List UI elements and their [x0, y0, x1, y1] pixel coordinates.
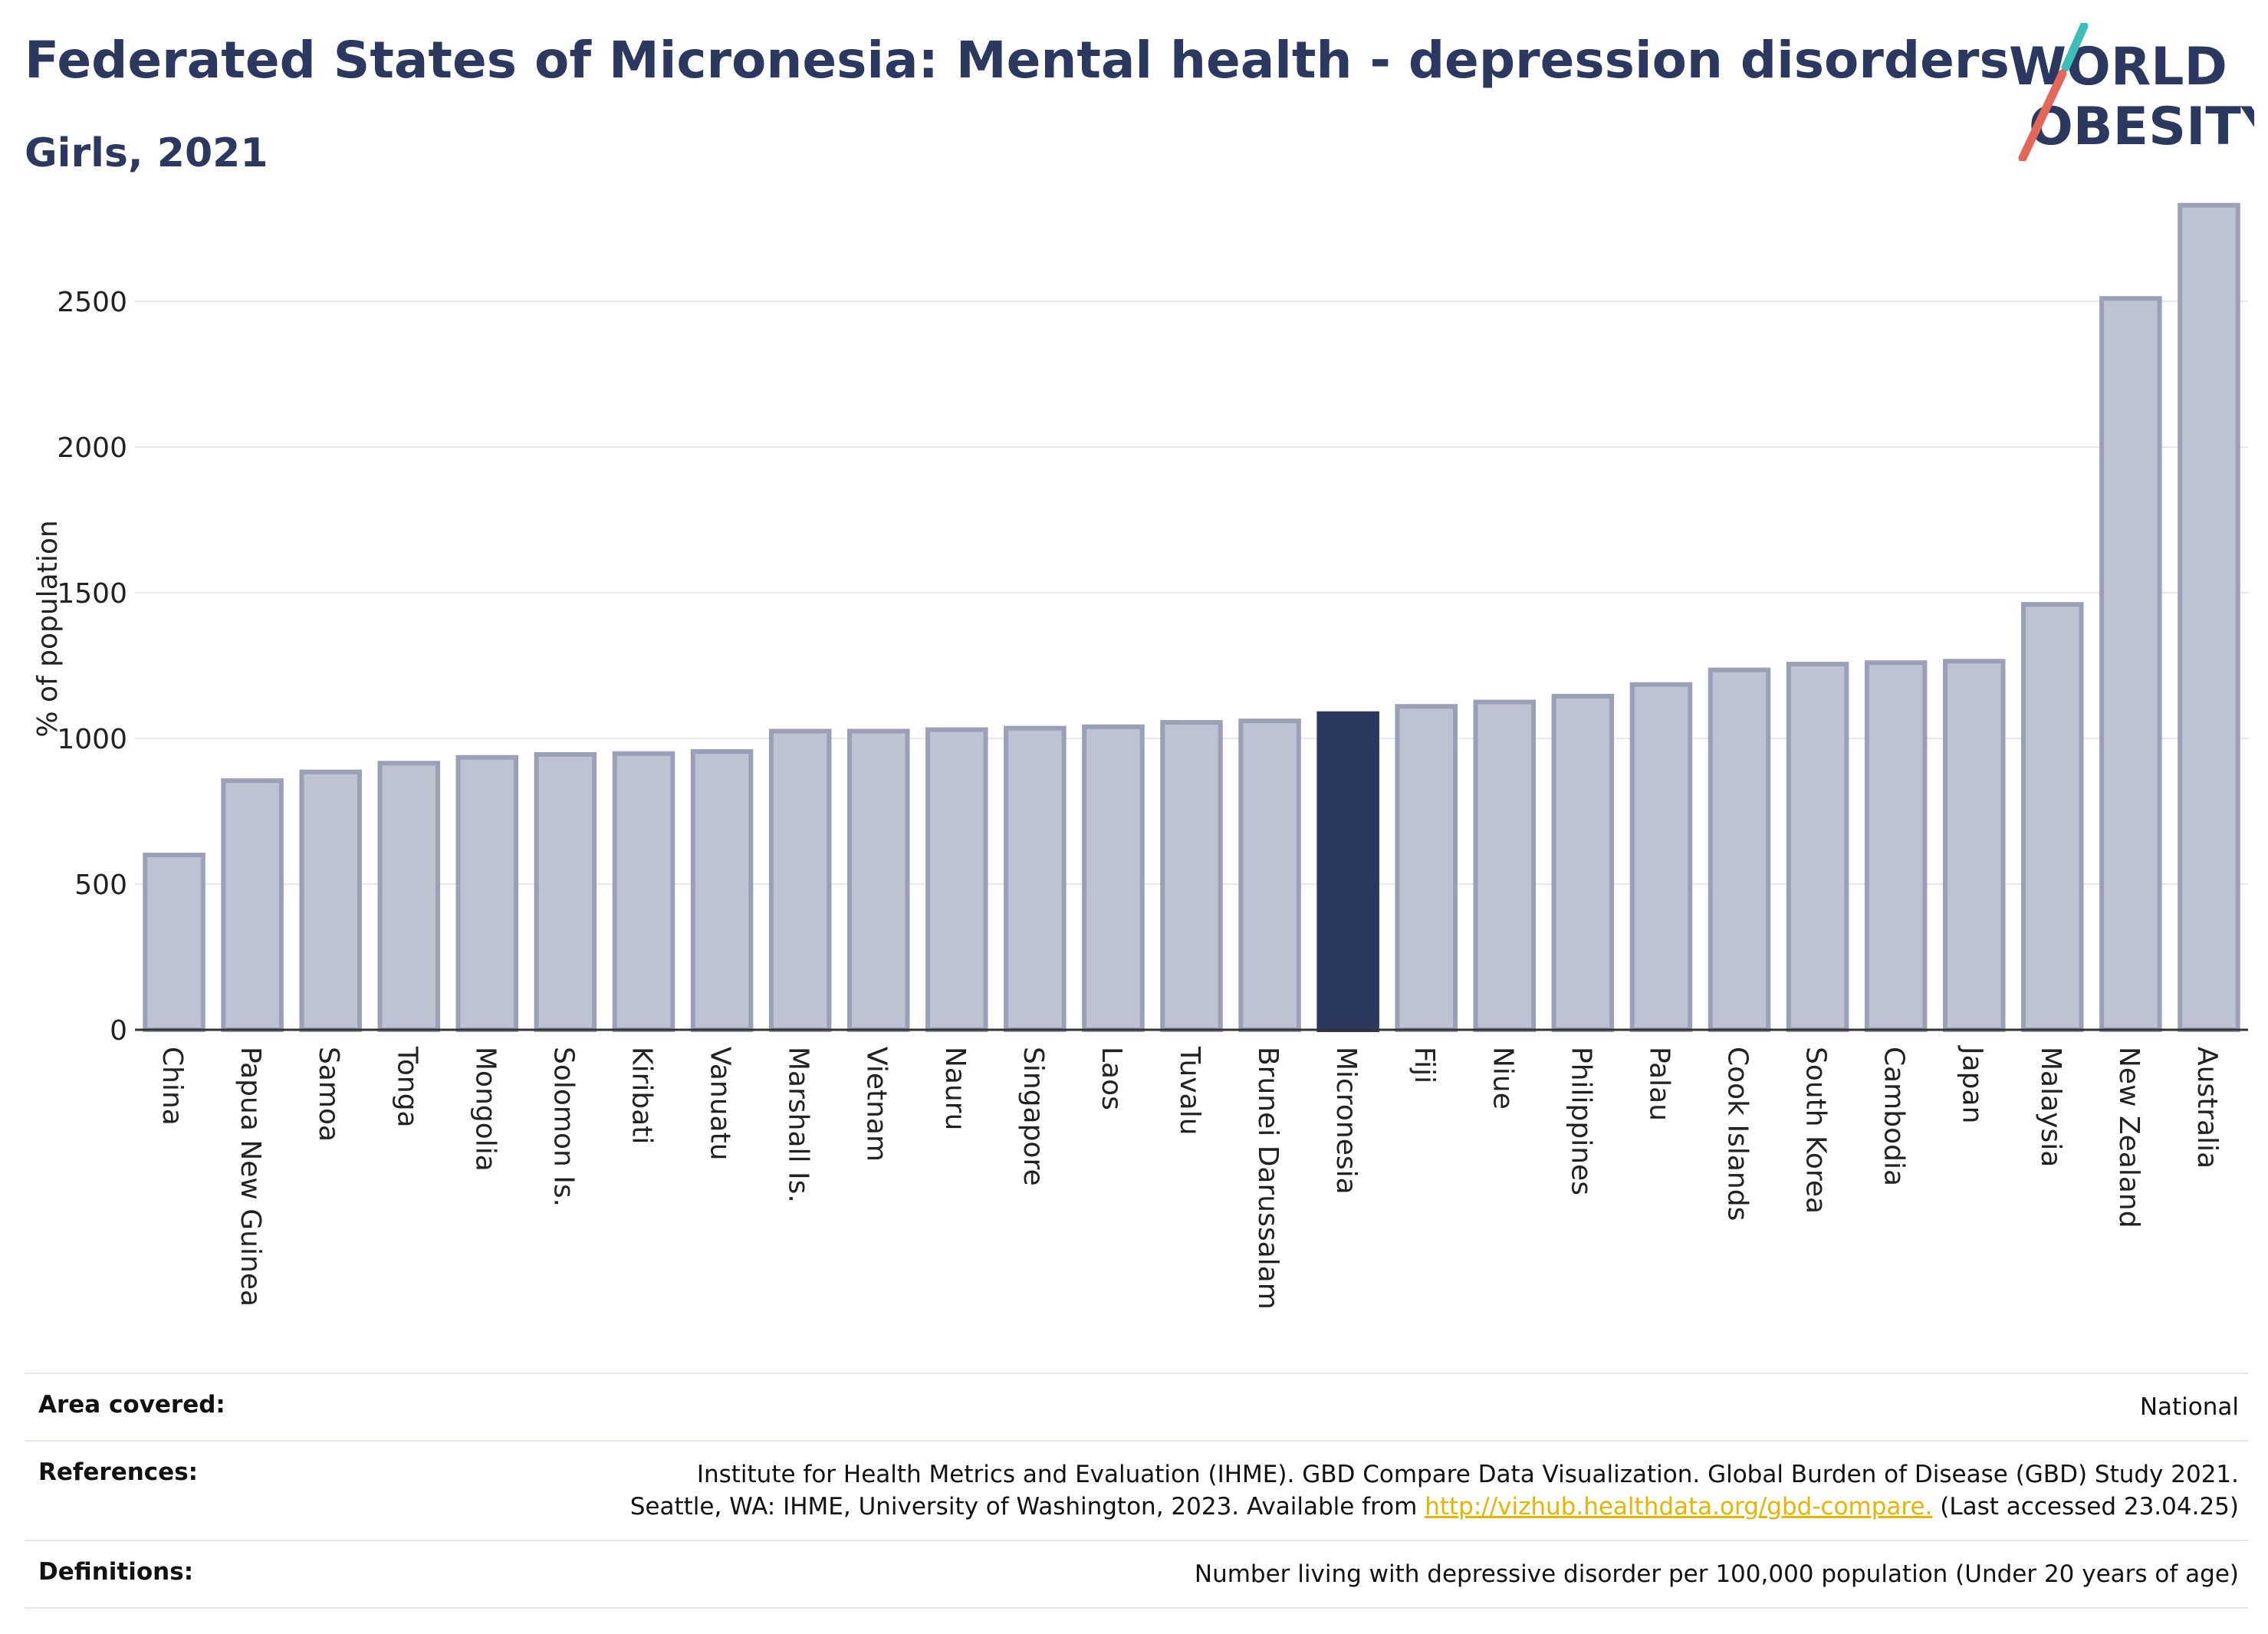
x-tick-label: Tuvalu — [1174, 1046, 1205, 1136]
bar-nauru — [925, 727, 988, 1032]
bar-papua-new-guinea — [221, 778, 284, 1032]
y-tick-label: 0 — [110, 1015, 127, 1047]
bar-chart: 0 500 1000 1500 2000 2500 China Papua New Guin… — [32, 202, 2248, 1310]
bar-cook-islands — [1708, 667, 1771, 1032]
footer-area-row: Area covered: National — [25, 1373, 2248, 1440]
bar-samoa — [299, 769, 362, 1032]
svg-text:OBESITY: OBESITY — [2029, 97, 2254, 157]
bar-vanuatu — [690, 749, 754, 1032]
references-line2-prefix: Seattle, WA: IHME, University of Washing… — [629, 1493, 1425, 1521]
bar-philippines — [1551, 693, 1615, 1033]
x-tick-label: Niue — [1487, 1047, 1518, 1110]
bar-tuvalu — [1160, 720, 1223, 1032]
x-tick-label: Vanuatu — [705, 1047, 736, 1161]
x-tick-label: Vietnam — [861, 1047, 892, 1162]
x-tick-label: Japan — [1957, 1045, 1988, 1123]
x-tick-label: Samoa — [313, 1047, 344, 1142]
y-axis-label: % of population — [32, 520, 64, 737]
x-tick-label: Micronesia — [1330, 1047, 1362, 1195]
y-tick-label: 2000 — [57, 432, 127, 464]
definitions-label: Definitions: — [38, 1558, 194, 1586]
x-tick-label: South Korea — [1800, 1047, 1832, 1214]
area-covered-value: National — [2139, 1393, 2239, 1421]
bar-japan — [1942, 659, 2006, 1032]
x-tick-label: Mongolia — [469, 1047, 501, 1172]
x-tick-label: Kiribati — [626, 1047, 657, 1144]
references-value: Institute for Health Metrics and Evaluat… — [630, 1458, 2239, 1523]
references-link[interactable]: http://vizhub.healthdata.org/gbd-compare… — [1425, 1493, 1933, 1521]
references-line1: Institute for Health Metrics and Evaluat… — [696, 1461, 2239, 1488]
x-tick-label: Nauru — [939, 1047, 971, 1130]
x-tick-label: Fiji — [1408, 1047, 1440, 1083]
bar-micronesia — [1316, 711, 1379, 1032]
y-tick-label: 500 — [74, 870, 127, 901]
bar-niue — [1473, 699, 1537, 1032]
x-tick-label: Australia — [2191, 1047, 2223, 1169]
bar-kiribati — [612, 751, 675, 1032]
bar-brunei-darussalam — [1238, 718, 1301, 1032]
x-tick-label: China — [156, 1047, 188, 1126]
bar-australia — [2178, 202, 2240, 1033]
bar-singapore — [1004, 725, 1067, 1032]
bar-tonga — [377, 761, 441, 1032]
bar-marshall-is — [768, 728, 832, 1032]
x-tick-label: Papua New Guinea — [235, 1047, 266, 1307]
bar-china — [143, 853, 205, 1032]
footer-definitions-row: Definitions: Number living with depressi… — [25, 1540, 2248, 1609]
bar-vietnam — [846, 728, 910, 1032]
bar-mongolia — [455, 755, 519, 1032]
x-tick-label: Tonga — [391, 1046, 422, 1128]
y-tick-label: 2500 — [57, 287, 127, 318]
references-label: References: — [38, 1458, 199, 1486]
bar-new-zealand — [2099, 296, 2162, 1032]
y-tick-label: 1500 — [57, 578, 127, 610]
definitions-value: Number living with depressive disorder p… — [1194, 1560, 2239, 1588]
chart-subtitle: Girls, 2021 — [25, 130, 268, 176]
y-tick-label: 1000 — [57, 724, 127, 755]
bar-laos — [1082, 724, 1145, 1032]
chart-title: Federated States of Micronesia: Mental h… — [25, 31, 2010, 90]
x-tick-label: Malaysia — [2035, 1047, 2066, 1167]
x-tick-label: Brunei Darussalam — [1252, 1047, 1284, 1310]
world-obesity-logo: WORLD OBESITY — [2009, 23, 2254, 161]
footer-references-row: References: Institute for Health Metrics… — [25, 1440, 2248, 1540]
x-tick-label: New Zealand — [2113, 1047, 2145, 1228]
bars — [143, 202, 2240, 1033]
svg-text:WORLD: WORLD — [2009, 37, 2227, 97]
x-tick-label: Palau — [1643, 1047, 1675, 1121]
area-covered-label: Area covered: — [38, 1391, 225, 1419]
bar-malaysia — [2021, 602, 2084, 1032]
x-tick-label: Cook Islands — [1722, 1047, 1754, 1221]
x-tick-label: Philippines — [1565, 1047, 1596, 1195]
bar-fiji — [1395, 704, 1458, 1032]
x-axis-labels: China Papua New Guinea Samoa Tonga Mongolia S… — [156, 1045, 2223, 1310]
chart-footer: Area covered: National References: Insti… — [25, 1373, 2248, 1609]
x-tick-label: Cambodia — [1878, 1047, 1910, 1186]
x-tick-label: Solomon Is. — [547, 1047, 579, 1207]
y-axis-ticks: 0 500 1000 1500 2000 2500 — [57, 287, 127, 1047]
bar-palau — [1629, 682, 1693, 1032]
x-tick-label: Singapore — [1017, 1047, 1049, 1186]
bar-cambodia — [1864, 660, 1928, 1032]
bar-solomon-is — [534, 751, 597, 1033]
x-tick-label: Laos — [1096, 1047, 1127, 1110]
x-tick-label: Marshall Is. — [783, 1047, 814, 1203]
references-line2-suffix: (Last accessed 23.04.25) — [1932, 1493, 2239, 1521]
bar-south-korea — [1786, 662, 1849, 1032]
